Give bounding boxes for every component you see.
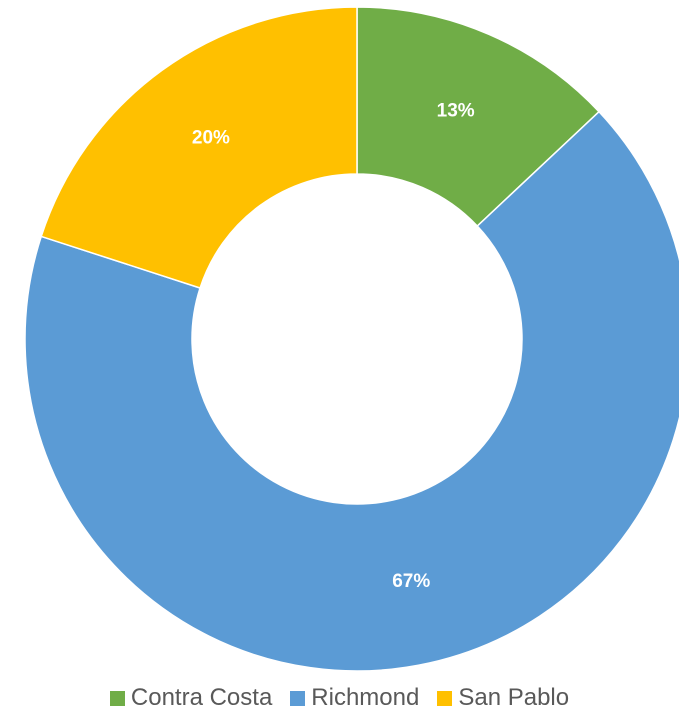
legend-item-contra-costa: Contra Costa (109, 684, 273, 712)
legend-item-richmond: Richmond (290, 684, 419, 712)
legend-swatch-richmond (290, 690, 306, 706)
slice-contra-costa (356, 6, 601, 228)
legend-label-contra-costa: Contra Costa (130, 684, 273, 711)
slice-san-pablo (40, 6, 358, 289)
legend-swatch-contra-costa (109, 690, 125, 706)
legend-label-richmond: Richmond (311, 684, 420, 711)
legend-swatch-san-pablo (437, 690, 453, 706)
chart-legend: Contra Costa Richmond San Pablo (0, 683, 679, 713)
legend-label-san-pablo: San Pablo (458, 684, 570, 711)
data-label-san-pablo: 20% (192, 127, 230, 148)
legend-item-san-pablo: San Pablo (437, 684, 569, 712)
data-label-contra-costa: 13% (437, 100, 475, 121)
data-label-richmond: 67% (392, 571, 430, 592)
slice-richmond (24, 110, 679, 672)
